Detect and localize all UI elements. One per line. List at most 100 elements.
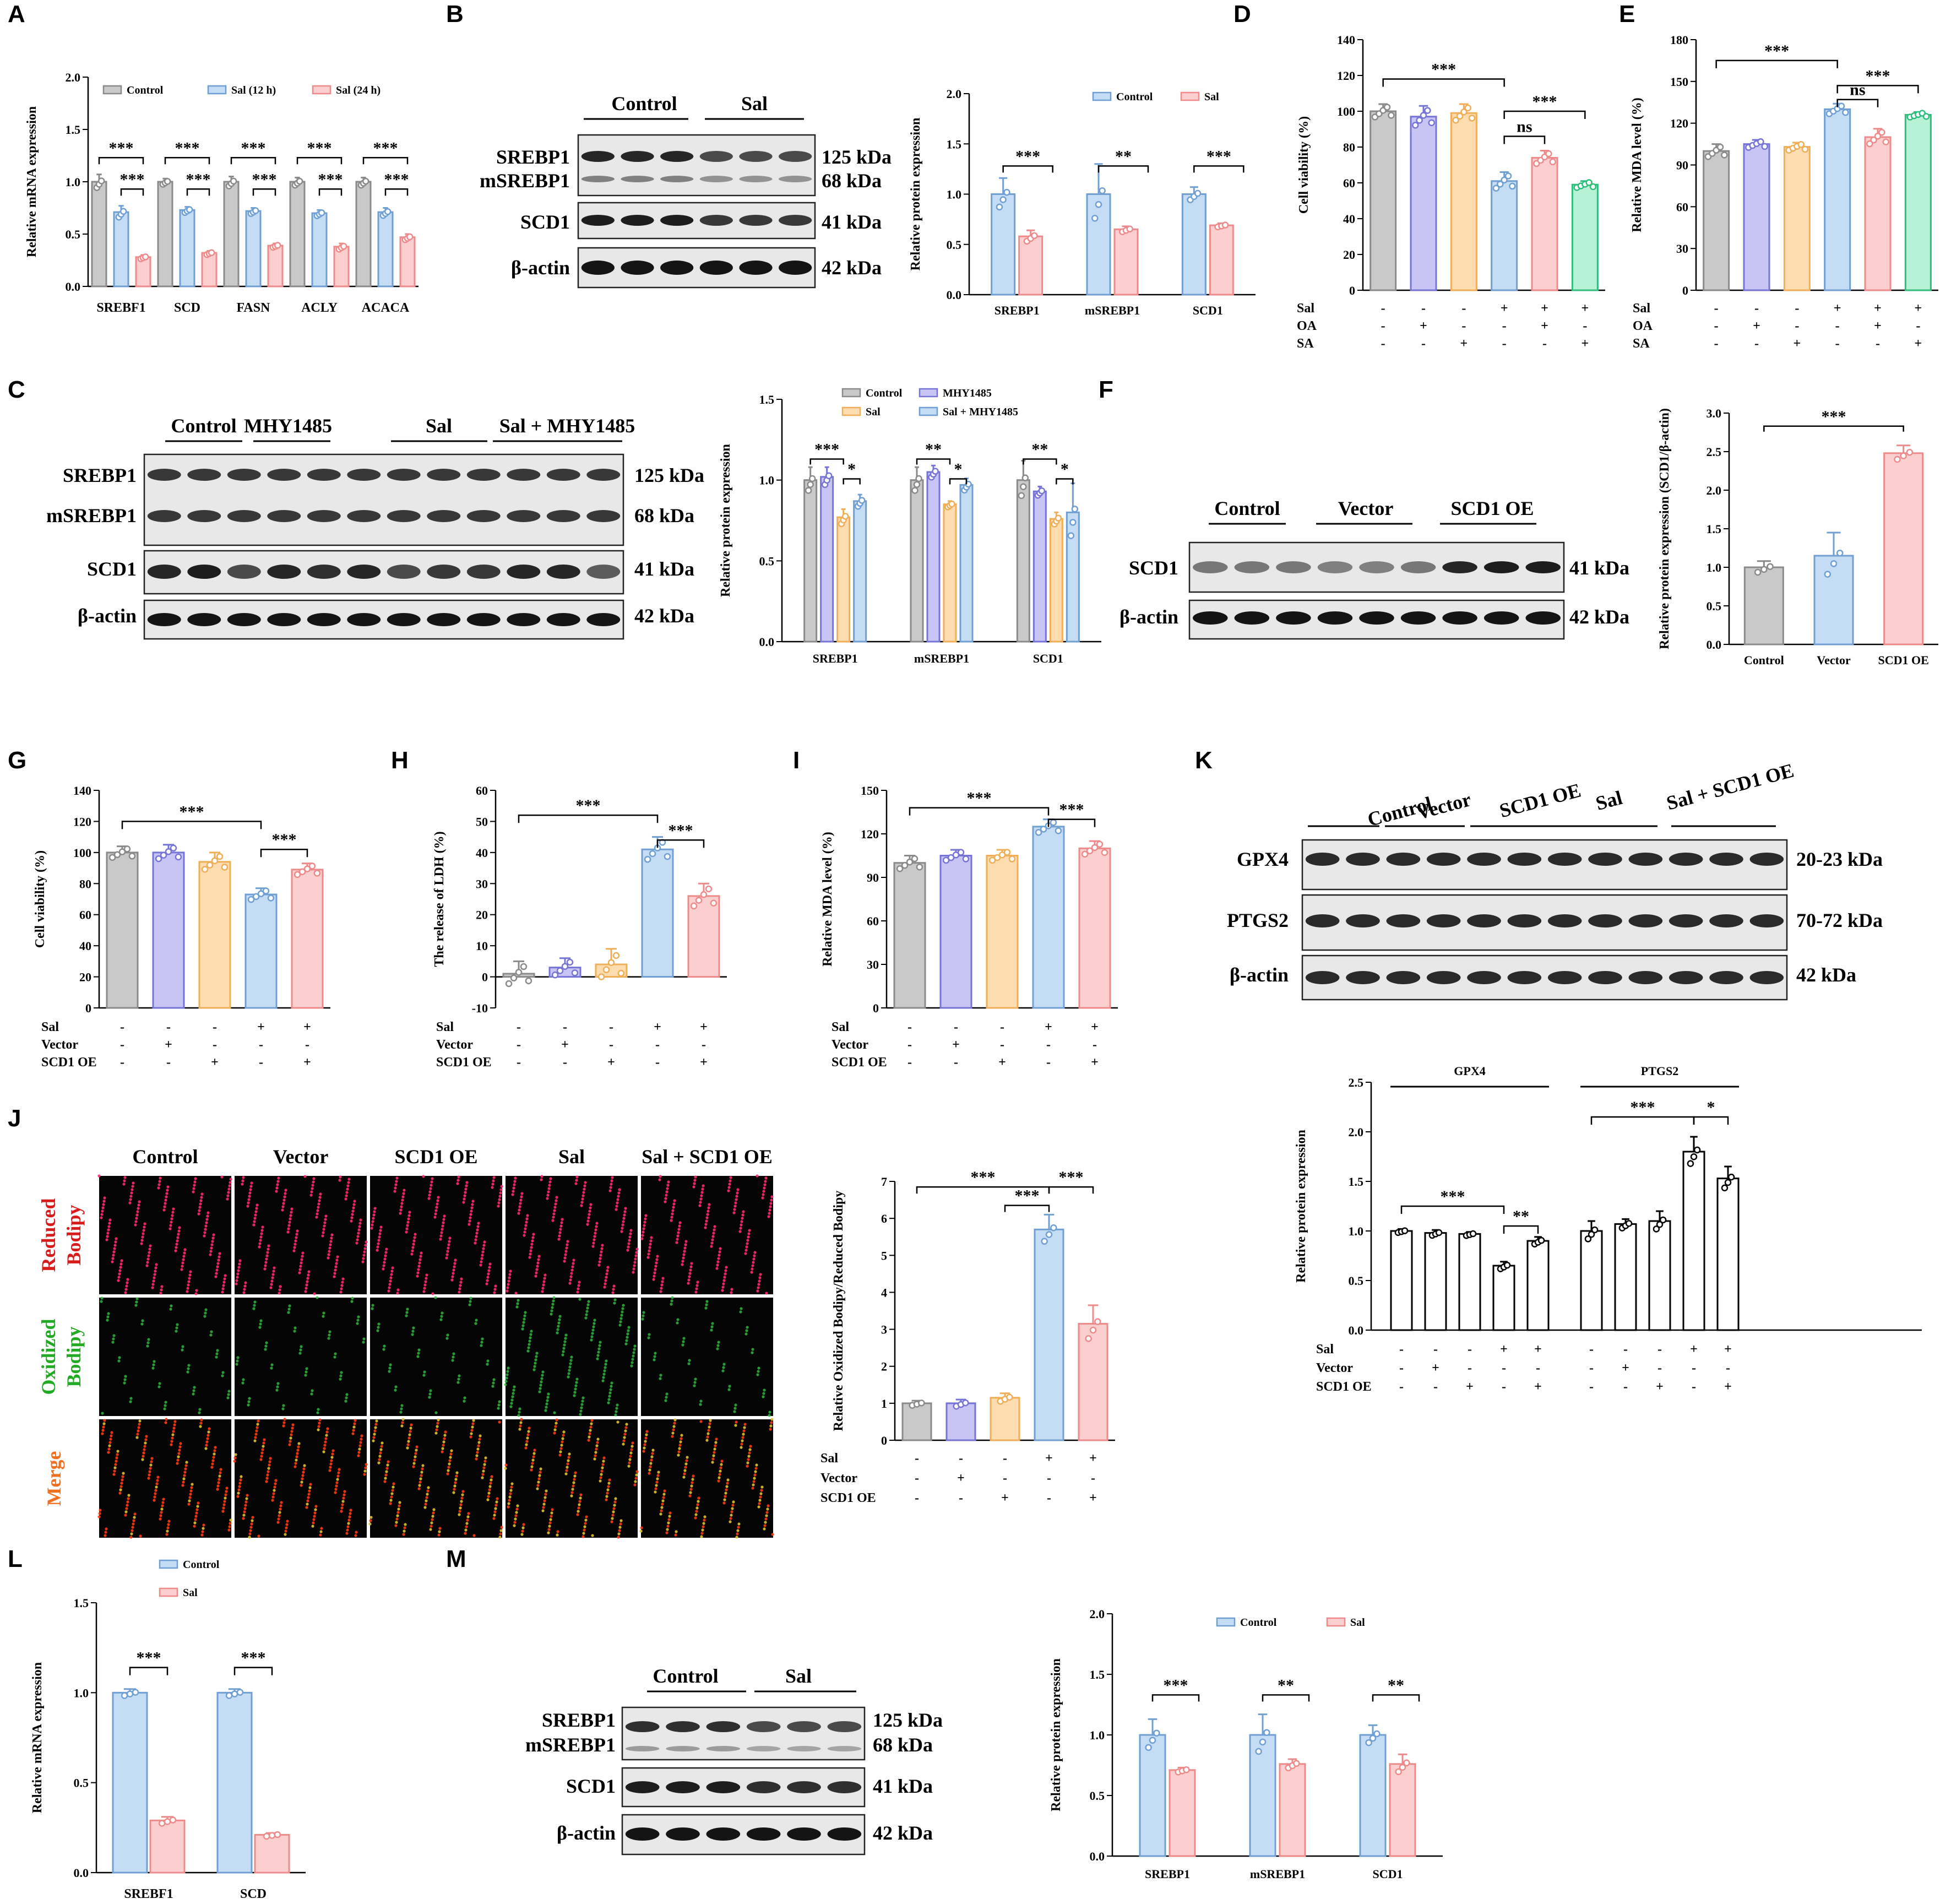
cell-stain (641, 1234, 644, 1237)
cell-stain (279, 1285, 282, 1288)
cell-stain (181, 1261, 184, 1265)
data-point (505, 980, 513, 988)
cell-stain (758, 1279, 761, 1283)
condition-mark: - (213, 1038, 217, 1052)
cell-stain (655, 1484, 658, 1487)
blot-row-label: SREBP1 (542, 1709, 616, 1731)
cell-stain (764, 1517, 768, 1521)
y-tick-label: 1.0 (1349, 1224, 1364, 1238)
cell-stain (348, 1515, 351, 1518)
cell-stain (707, 1206, 710, 1209)
cell-stain (396, 1511, 400, 1514)
cell-stain (615, 1208, 618, 1211)
cell-stain (555, 1199, 558, 1202)
blot-band (1507, 914, 1542, 927)
blot-band (1193, 561, 1228, 573)
cell-stain (655, 1480, 659, 1484)
cell-stain (97, 1174, 101, 1178)
cell-stain (247, 1198, 251, 1201)
blot-band (267, 469, 301, 481)
cell-stain (346, 1184, 350, 1187)
significance-bracket (129, 1667, 169, 1675)
cell-stain (123, 1378, 127, 1381)
cell-stain (690, 1262, 693, 1265)
cell-stain (713, 1225, 716, 1228)
cell-stain (311, 1184, 314, 1187)
cell-stain (448, 1459, 452, 1462)
bar (106, 851, 139, 1009)
cell-stain (754, 1470, 757, 1473)
cell-stain (724, 1272, 727, 1276)
x-category-label: ACLY (301, 301, 338, 315)
cell-stain (748, 1451, 751, 1455)
cell-stain (147, 1338, 150, 1341)
cell-stain (521, 1529, 524, 1533)
y-tick-label: 0.0 (1349, 1323, 1364, 1337)
cell-stain (598, 1260, 601, 1263)
cell-stain (492, 1517, 496, 1520)
blot-band (1359, 561, 1394, 573)
cell-stain (98, 1512, 101, 1515)
cell-stain (284, 1192, 287, 1195)
cell-stain (329, 1466, 332, 1469)
cell-stain (397, 1507, 400, 1511)
cell-stain (746, 1461, 749, 1464)
bar (1410, 116, 1437, 291)
cell-stain (306, 1277, 309, 1280)
cell-stain (525, 1217, 529, 1220)
cell-stain (193, 1184, 196, 1187)
cell-stain (493, 1514, 496, 1517)
cell-stain (273, 1485, 276, 1489)
cell-stain (733, 1410, 736, 1413)
cell-stain (288, 1220, 291, 1224)
cell-stain (464, 1187, 468, 1191)
cell-stain (678, 1444, 682, 1447)
cell-stain (106, 1315, 110, 1319)
bar (945, 1402, 976, 1441)
cell-stain (425, 1499, 428, 1502)
cell-stain (377, 1326, 380, 1329)
cell-stain (166, 1189, 169, 1192)
cell-stain (685, 1459, 688, 1462)
cell-stain (194, 1177, 197, 1180)
cell-stain (558, 1315, 562, 1318)
condition-mark: - (1589, 1342, 1594, 1357)
cell-stain (439, 1318, 443, 1321)
data-point (1153, 1729, 1160, 1737)
cell-stain (436, 1199, 439, 1202)
cell-stain (151, 1283, 155, 1286)
cell-stain (550, 1312, 553, 1316)
data-point (1721, 151, 1728, 159)
significance-label: *** (318, 170, 343, 188)
cell-stain (279, 1507, 282, 1511)
cell-stain (601, 1463, 605, 1466)
data-point (113, 851, 121, 858)
data-point (170, 844, 177, 852)
cell-stain (659, 1175, 662, 1178)
legend-entry: Control (1116, 91, 1153, 103)
cell-stain (336, 1474, 340, 1478)
blot-band (466, 510, 501, 522)
cell-stain (752, 1261, 755, 1264)
cell-stain (701, 1187, 704, 1191)
cell-stain (281, 1208, 284, 1212)
cell-stain (107, 1312, 110, 1315)
cell-stain (486, 1498, 490, 1501)
data-point (1716, 143, 1724, 151)
cell-stain (329, 1243, 332, 1246)
cell-stain (347, 1522, 350, 1525)
cell-stain (409, 1430, 412, 1433)
cell-stain (223, 1500, 226, 1503)
cell-stain (255, 1429, 258, 1433)
cell-stain (390, 1492, 394, 1495)
cell-stain (155, 1263, 158, 1266)
cell-stain (575, 1179, 578, 1182)
cell-stain (643, 1446, 646, 1450)
condition-name: Sal (832, 1020, 849, 1034)
cell-stain (164, 1202, 167, 1205)
cell-stain (532, 1455, 535, 1458)
cell-stain (469, 1213, 472, 1216)
kda-label: 41 kDa (822, 211, 882, 233)
blot-band (625, 1827, 660, 1841)
cell-stain (644, 1214, 648, 1217)
